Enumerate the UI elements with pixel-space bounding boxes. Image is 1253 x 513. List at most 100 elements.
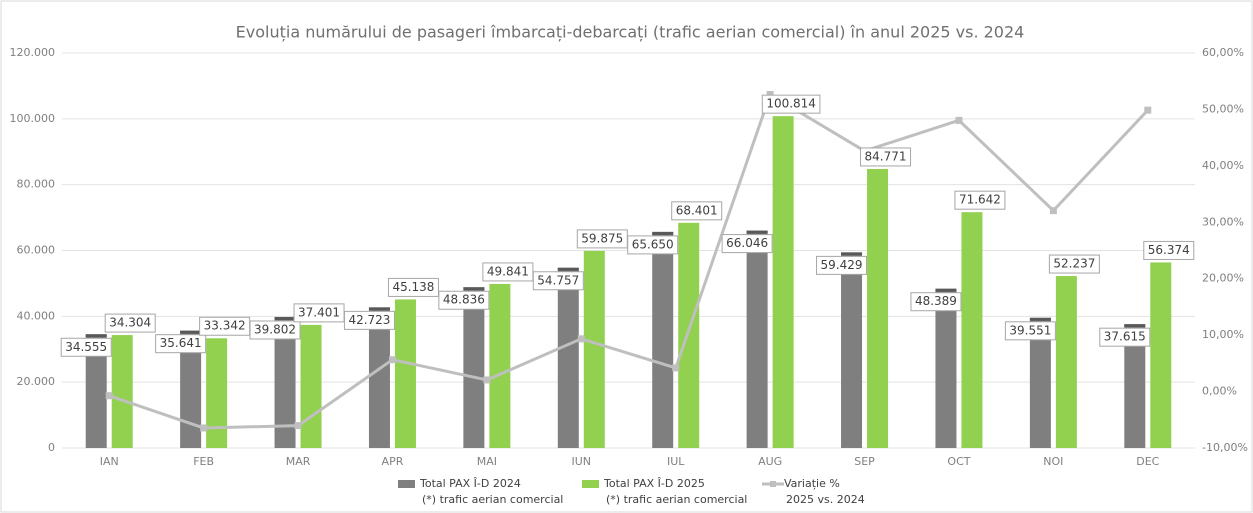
data-label-text: 45.138 xyxy=(392,280,434,294)
bar xyxy=(1124,324,1146,448)
data-label: 59.875 xyxy=(576,229,628,249)
bar-cap xyxy=(463,287,485,291)
data-label-box xyxy=(1099,327,1151,347)
data-label: 100.814 xyxy=(761,94,821,114)
line-marker xyxy=(1144,106,1152,114)
data-label-box xyxy=(910,292,962,312)
data-label: 39.802 xyxy=(249,320,301,340)
data-label: 59.429 xyxy=(816,255,868,275)
bar xyxy=(935,288,957,448)
legend-label: Total PAX Î-D 2025 xyxy=(603,477,705,490)
legend-note: 2025 vs. 2024 xyxy=(786,493,865,506)
bar xyxy=(111,335,133,448)
legend-swatch xyxy=(770,481,776,487)
legend-label: Total PAX Î-D 2024 xyxy=(419,477,521,490)
data-label-box xyxy=(1143,240,1195,260)
data-label-box xyxy=(104,313,156,333)
x-tick-label: DEC xyxy=(1136,455,1159,468)
data-label-text: 56.374 xyxy=(1148,243,1190,257)
line-marker xyxy=(577,335,585,343)
line xyxy=(108,92,1149,430)
bar xyxy=(1029,317,1051,448)
data-label-text: 100.814 xyxy=(766,97,816,111)
bar xyxy=(85,334,107,448)
bar xyxy=(557,267,579,448)
data-label-box xyxy=(761,94,821,114)
data-label-text: 39.551 xyxy=(1009,323,1051,337)
data-label-box xyxy=(860,147,912,167)
bar xyxy=(274,316,296,448)
legend-swatch xyxy=(582,480,599,488)
bar-cap xyxy=(1124,324,1146,328)
data-label-text: 37.615 xyxy=(1104,330,1146,344)
x-tick-label: SEP xyxy=(854,455,875,468)
bar xyxy=(206,338,228,448)
y2-tick-label: 50,00% xyxy=(1202,102,1244,115)
bar-cap xyxy=(652,231,674,235)
data-label-box xyxy=(671,201,723,221)
data-label-box xyxy=(1048,254,1100,274)
bar-cap xyxy=(935,288,957,292)
data-label-box xyxy=(387,277,439,297)
data-label: 34.555 xyxy=(60,337,112,357)
legend-swatch xyxy=(398,480,415,488)
bar-cap xyxy=(841,252,863,256)
line-marker xyxy=(672,364,680,372)
data-label-text: 84.771 xyxy=(865,149,907,163)
line-marker xyxy=(200,424,208,432)
data-label: 49.841 xyxy=(482,262,534,282)
y2-tick-label: 20,00% xyxy=(1202,272,1244,285)
data-label: 66.046 xyxy=(721,234,773,254)
x-tick-label: IUL xyxy=(667,455,685,468)
y-tick-label: 0 xyxy=(48,441,55,454)
data-label-box xyxy=(199,316,251,336)
y2-tick-label: 60,00% xyxy=(1202,46,1244,59)
bar xyxy=(772,116,794,448)
data-label-text: 65.650 xyxy=(632,237,674,251)
bar xyxy=(867,168,889,448)
y-tick-label: 80.000 xyxy=(17,178,56,191)
data-label-text: 35.641 xyxy=(160,336,202,350)
data-label: 52.237 xyxy=(1048,254,1100,274)
x-tick-label: AUG xyxy=(758,455,782,468)
data-label-text: 37.401 xyxy=(298,305,340,319)
data-label-text: 59.429 xyxy=(821,258,863,272)
bar xyxy=(652,231,674,448)
bar xyxy=(300,324,322,448)
y2-tick-label: 10,00% xyxy=(1202,328,1244,341)
y-tick-label: 100.000 xyxy=(10,112,56,125)
data-label-text: 48.389 xyxy=(915,294,957,308)
data-label: 56.374 xyxy=(1143,240,1195,260)
data-label-text: 34.304 xyxy=(109,316,151,330)
data-label-text: 42.723 xyxy=(348,313,390,327)
data-label-box xyxy=(816,255,868,275)
x-tick-label: MAR xyxy=(286,455,311,468)
y2-tick-label: 0,00% xyxy=(1202,385,1237,398)
x-tick-label: APR xyxy=(382,455,404,468)
data-label-text: 48.836 xyxy=(443,293,485,307)
x-tick-label: IUN xyxy=(572,455,592,468)
bar-cap xyxy=(85,334,107,338)
bar-cap xyxy=(368,307,390,311)
bar-cap xyxy=(557,267,579,271)
data-label-text: 66.046 xyxy=(726,236,768,250)
data-label: 48.836 xyxy=(438,290,490,310)
bar-cap xyxy=(746,230,768,234)
bar xyxy=(1150,262,1172,448)
y-tick-label: 120.000 xyxy=(10,46,56,59)
data-label-text: 54.757 xyxy=(537,273,579,287)
data-label: 37.615 xyxy=(1099,327,1151,347)
y2-tick-label: 30,00% xyxy=(1202,215,1244,228)
bar-cap xyxy=(274,316,296,320)
data-label-text: 49.841 xyxy=(487,264,529,278)
data-label: 48.389 xyxy=(910,292,962,312)
data-label-box xyxy=(721,234,773,254)
data-label-text: 68.401 xyxy=(676,203,718,217)
data-label-text: 33.342 xyxy=(204,319,246,333)
data-label-text: 71.642 xyxy=(959,193,1001,207)
data-label-text: 52.237 xyxy=(1053,257,1095,271)
data-label-text: 59.875 xyxy=(581,231,623,245)
bar xyxy=(1055,276,1077,448)
data-label: 33.342 xyxy=(199,316,251,336)
